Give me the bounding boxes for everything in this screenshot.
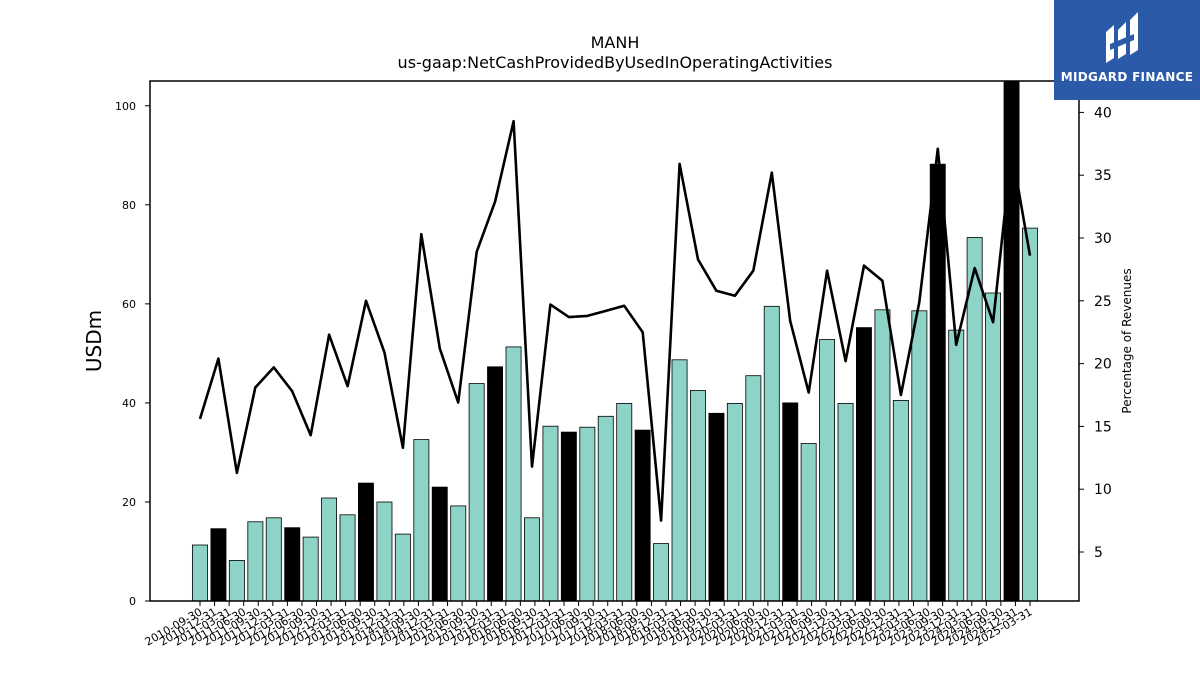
bar — [597, 415, 614, 602]
bar — [911, 310, 928, 602]
y-axis: 0 20 40 60 80 100 — [115, 100, 150, 608]
bar — [985, 292, 1002, 602]
bar — [524, 517, 540, 602]
y-tick-label: 20 — [122, 496, 136, 509]
logo-text: MIDGARD FINANCE — [1060, 70, 1194, 84]
y-axis-label: USDm — [82, 310, 106, 372]
bar — [413, 439, 430, 602]
bar — [284, 527, 301, 602]
bar — [376, 501, 393, 602]
bar — [394, 533, 411, 602]
bar — [321, 497, 338, 602]
chart-title: MANH — [591, 33, 640, 52]
bar — [616, 402, 633, 602]
bar — [653, 543, 670, 602]
logo: MIDGARD FINANCE — [1054, 0, 1200, 100]
y2-tick-label: 40 — [1094, 105, 1112, 121]
bar — [708, 412, 725, 602]
bar — [892, 399, 909, 602]
bar — [726, 402, 743, 602]
y-tick-label: 40 — [122, 397, 136, 410]
x-axis: 2010-09-302010-12-312011-03-312011-06-30… — [143, 601, 1035, 649]
y2-tick-label: 10 — [1094, 482, 1112, 498]
bar — [856, 327, 872, 602]
bar — [542, 425, 559, 602]
y-tick-label: 0 — [129, 595, 136, 608]
bar — [468, 383, 485, 602]
bar — [487, 366, 504, 602]
bar — [450, 505, 467, 602]
bar — [929, 163, 946, 602]
bar — [671, 359, 688, 602]
logo-mark-icon — [1106, 12, 1138, 63]
chart-subtitle: us-gaap:NetCashProvidedByUsedInOperating… — [398, 53, 833, 72]
bar — [634, 429, 651, 602]
bar — [690, 390, 706, 602]
y2-tick-label: 25 — [1094, 294, 1112, 310]
y2-tick-label: 30 — [1094, 231, 1112, 247]
bar — [431, 486, 448, 602]
bar — [948, 329, 965, 602]
y-tick-label: 60 — [122, 298, 136, 311]
y2-axis: 5 10 15 20 25 30 35 40 — [1079, 105, 1112, 561]
bar — [505, 346, 522, 602]
line-path — [198, 119, 1032, 522]
line-series — [198, 119, 1032, 522]
bar — [191, 544, 208, 602]
bar — [763, 305, 780, 602]
y2-tick-label: 35 — [1094, 168, 1112, 184]
bar — [339, 514, 356, 602]
y2-axis-label: Percentage of Revenues — [1120, 268, 1134, 413]
bar — [265, 517, 282, 602]
bar — [837, 402, 854, 602]
y-tick-label: 100 — [115, 100, 136, 113]
bar — [302, 536, 319, 602]
bar — [210, 528, 227, 602]
y2-tick-label: 15 — [1094, 419, 1112, 435]
bar — [782, 402, 799, 602]
plot-frame — [149, 80, 1080, 602]
y-tick-label: 80 — [122, 199, 136, 212]
bar — [228, 560, 245, 602]
y2-tick-label: 5 — [1094, 545, 1103, 561]
bar — [560, 431, 577, 602]
bar — [579, 426, 596, 602]
bar — [874, 309, 891, 602]
bar — [247, 521, 264, 602]
y2-tick-label: 20 — [1094, 357, 1112, 373]
bar — [1022, 227, 1038, 602]
bar — [357, 482, 374, 602]
bar — [745, 375, 762, 602]
bar — [800, 443, 817, 602]
bar — [819, 339, 836, 602]
